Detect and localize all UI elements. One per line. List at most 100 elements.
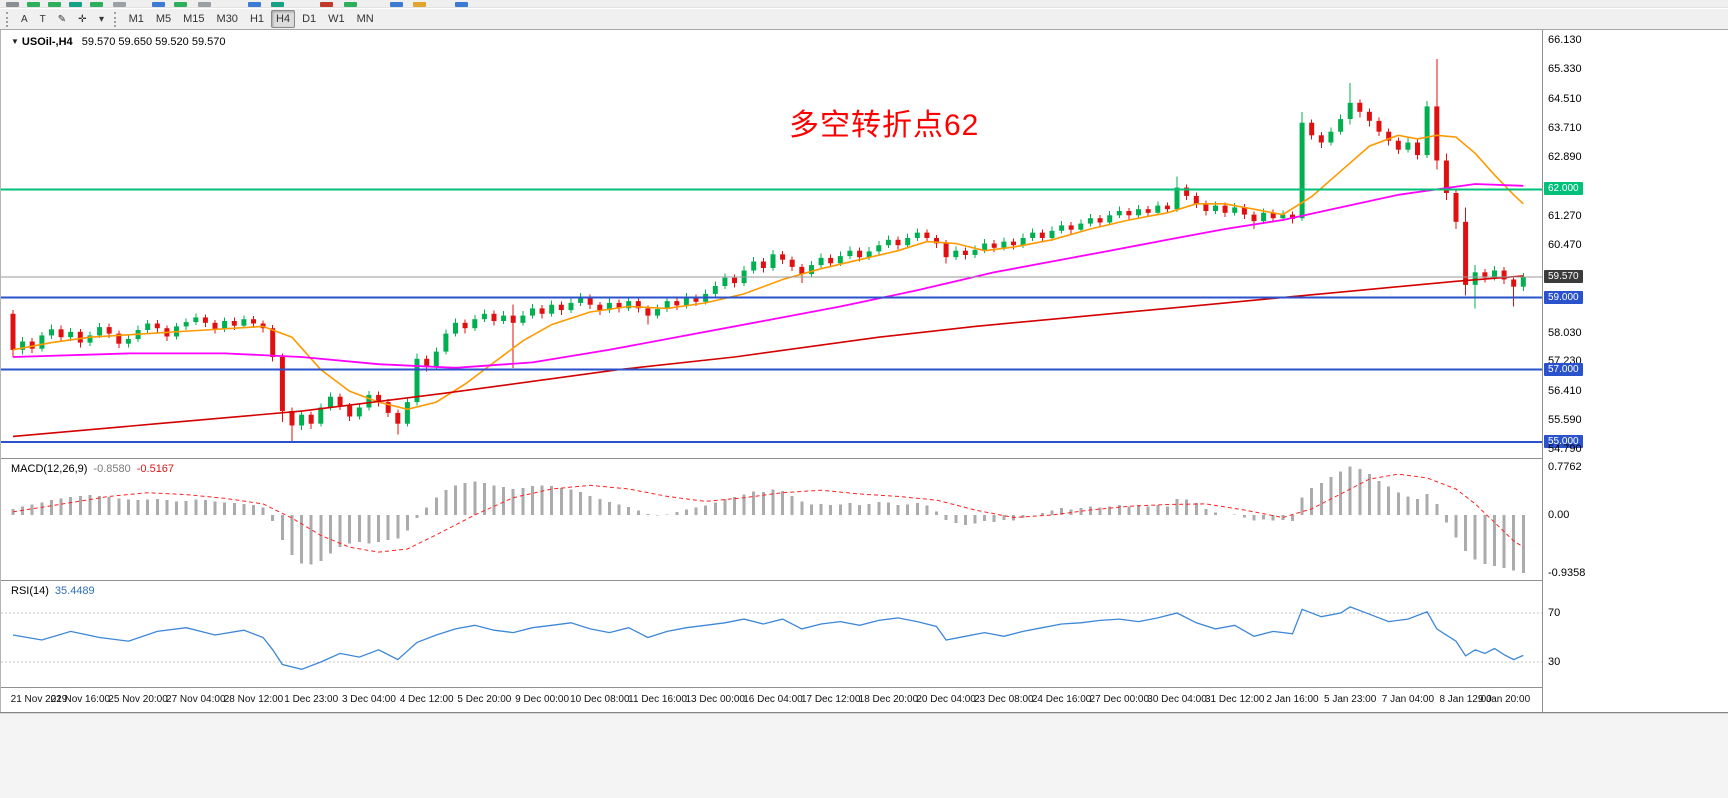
candle-body — [616, 302, 622, 309]
candle-body — [857, 250, 863, 258]
time-axis-label: 23 Dec 08:00 — [974, 694, 1034, 705]
ohlc-readout: 59.570 59.650 59.520 59.570 — [81, 36, 226, 48]
candle-body — [597, 304, 603, 311]
chart-annotation[interactable]: 多空转折点62 — [789, 109, 980, 142]
candle-body — [520, 315, 526, 323]
candle-body — [760, 261, 766, 268]
candle-body — [299, 414, 305, 426]
candle-body — [578, 297, 584, 303]
time-axis-label: 31 Dec 12:00 — [1204, 694, 1265, 705]
candle-body — [1001, 241, 1007, 248]
timeframe-mn-button[interactable]: MN — [356, 13, 374, 25]
candle-body — [1213, 205, 1218, 211]
rsi-header: RSI(14) 35.4489 — [11, 585, 95, 597]
candle-body — [289, 411, 295, 426]
toolbar-icon-sliver[interactable] — [27, 2, 40, 7]
candle-body — [1251, 214, 1257, 222]
candle-body — [568, 302, 574, 311]
toolbar-icon-sliver[interactable] — [113, 2, 126, 7]
candle-body — [1193, 195, 1199, 204]
symbol-name: USOil-,H4 — [21, 36, 73, 48]
toolbar-icon-sliver[interactable] — [174, 2, 187, 7]
candle-body — [270, 328, 276, 357]
toolbar-icon-sliver[interactable] — [320, 2, 333, 7]
main-price-chart[interactable] — [1, 30, 1542, 458]
a-label-tool-button[interactable]: A — [21, 13, 28, 25]
price-axis-label: 65.330 — [1548, 63, 1582, 76]
toolbar-icon-sliver[interactable] — [390, 2, 403, 7]
candle-body — [1280, 214, 1286, 219]
candle-body — [125, 339, 131, 344]
candle-body — [1520, 277, 1526, 287]
candle-body — [279, 357, 285, 412]
candle-body — [1492, 270, 1497, 278]
toolbar-icon-sliver[interactable] — [248, 2, 261, 7]
candle-body — [751, 261, 757, 271]
time-axis-label: 10 Dec 08:00 — [570, 694, 630, 705]
macd-main-value: -0.8580 — [93, 463, 131, 475]
candle-body — [722, 277, 728, 286]
candle-body — [674, 301, 680, 306]
toolbar-icon-sliver[interactable] — [69, 2, 82, 7]
toolbar-icon-sliver[interactable] — [344, 2, 357, 7]
rsi-indicator-panel[interactable] — [1, 581, 1542, 687]
macd-signal-value: -0.5167 — [136, 463, 175, 475]
candle-body — [1126, 211, 1132, 216]
toolbar-icon-sliver[interactable] — [198, 2, 211, 7]
candle-body — [914, 232, 920, 238]
text-tool-button[interactable]: T — [39, 13, 46, 25]
time-axis-label: 1 Dec 23:00 — [284, 694, 339, 705]
candle-body — [789, 259, 795, 267]
candle-body — [1482, 272, 1488, 278]
candle-body — [655, 309, 660, 316]
time-axis-label: 25 Nov 20:00 — [108, 694, 168, 705]
candle-body — [837, 256, 843, 264]
candle-body — [106, 327, 112, 334]
timeframe-m30-button[interactable]: M30 — [216, 13, 238, 25]
draw-tool-button[interactable]: ✎ — [57, 13, 67, 25]
toolbar-icon-sliver[interactable] — [48, 2, 61, 7]
candle-body — [1097, 218, 1103, 223]
tool-dropdown-arrow[interactable]: ▾ — [99, 13, 105, 25]
candle-body — [1270, 212, 1276, 219]
timeframe-m1-button[interactable]: M1 — [128, 13, 144, 25]
toolbar-icon-sliver[interactable] — [271, 2, 284, 7]
toolbar-icon-sliver[interactable] — [90, 2, 103, 7]
candle-body — [770, 254, 776, 268]
toolbar-icon-sliver[interactable] — [6, 2, 19, 7]
chart-toolbar: A T ✎ ✛ ▾ M1 M5 M15 M30 H1 H4 D1 W1 MN — [0, 9, 1728, 30]
timeframe-d1-button[interactable]: D1 — [302, 13, 317, 25]
timeframe-m15-button[interactable]: M15 — [183, 13, 205, 25]
toolbar-icon-sliver[interactable] — [152, 2, 165, 7]
candle-body — [366, 394, 372, 408]
rsi-line — [12, 606, 1524, 670]
candle-body — [530, 308, 535, 316]
timeframe-h1-button[interactable]: H1 — [249, 13, 264, 25]
candle-body — [962, 250, 968, 255]
candle-body — [1261, 212, 1267, 222]
candle-body — [1366, 111, 1372, 121]
timeframes-grip-handle[interactable] — [113, 11, 118, 27]
crosshair-tool-button[interactable]: ✛ — [78, 13, 87, 25]
time-axis-label: 7 Jan 04:00 — [1381, 694, 1435, 705]
ma-mid-magenta — [12, 183, 1524, 369]
candle-body — [472, 319, 478, 329]
candle-body — [1136, 209, 1141, 216]
toolbar-grip-handle[interactable] — [6, 11, 10, 27]
macd-indicator-panel[interactable] — [1, 459, 1542, 580]
toolbar-icon-sliver[interactable] — [413, 2, 426, 7]
candle-body — [29, 341, 35, 349]
candle-body — [251, 319, 256, 324]
symbol-dropdown-icon[interactable]: ▼ — [11, 37, 19, 46]
candle-body — [664, 301, 670, 309]
timeframe-h4-button[interactable]: H4 — [271, 10, 296, 28]
toolbar-icon-sliver[interactable] — [455, 2, 468, 7]
time-axis-label: 18 Dec 20:00 — [858, 694, 919, 705]
price-level-badge: 59.000 — [1544, 290, 1583, 304]
candle-body — [356, 407, 362, 417]
panel-divider[interactable] — [1, 580, 1728, 581]
panel-divider[interactable] — [1, 458, 1728, 459]
timeframe-m5-button[interactable]: M5 — [155, 13, 172, 25]
timeframe-w1-button[interactable]: W1 — [328, 13, 345, 25]
candle-body — [885, 239, 891, 246]
